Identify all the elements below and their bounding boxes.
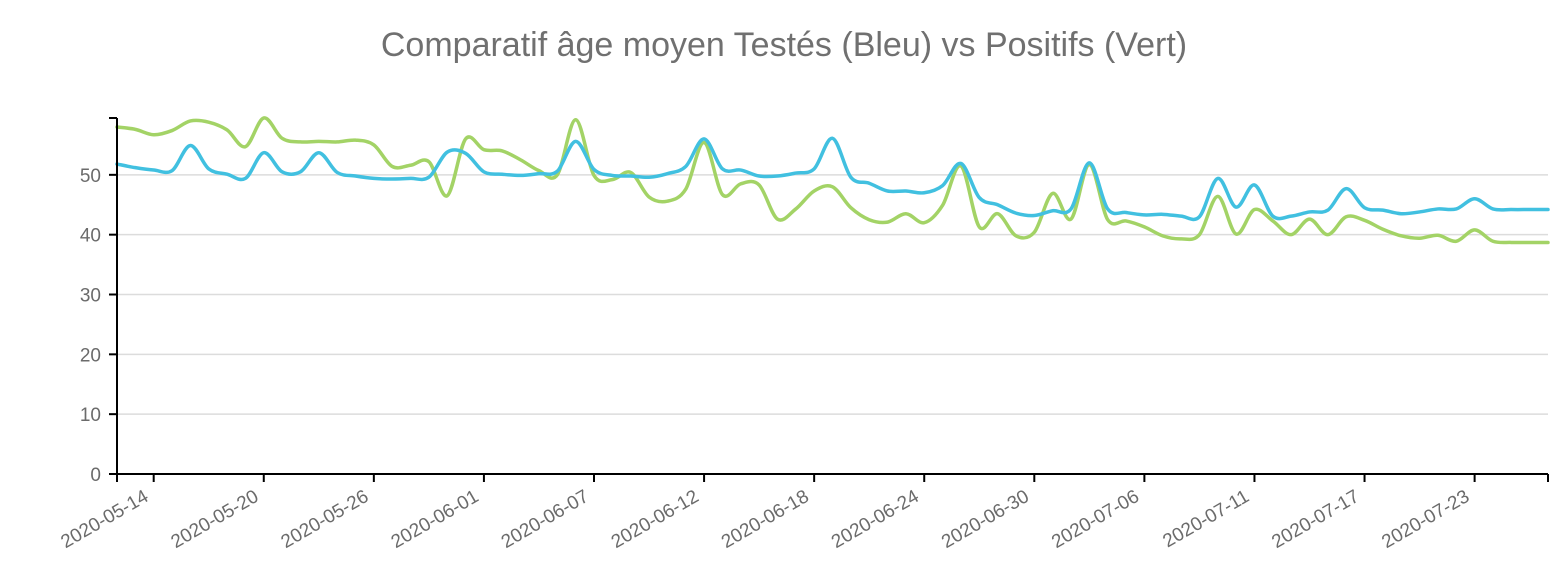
y-tick-label: 0 — [90, 465, 101, 486]
y-tick-label: 40 — [80, 226, 101, 247]
series-line-testes — [115, 136, 1550, 222]
x-tick-label: 2020-06-24 — [828, 486, 923, 553]
x-tick-label: 2020-07-11 — [1160, 486, 1253, 552]
chart-title: Comparatif âge moyen Testés (Bleu) vs Po… — [380, 26, 1188, 64]
y-tick-label: 30 — [80, 286, 101, 307]
x-tick-label: 2020-05-20 — [168, 486, 263, 553]
x-tick-label: 2020-06-12 — [608, 486, 703, 553]
x-tick-label: 2020-07-23 — [1378, 486, 1473, 553]
tick-labels: 0 10 20 30 40 50 2020-05-14 2020-05-20 2020-05-2… — [58, 166, 1474, 553]
y-tick-label: 10 — [80, 405, 101, 426]
x-tick-label: 2020-06-30 — [938, 486, 1033, 553]
grid-lines — [117, 174, 1548, 415]
x-tick-label: 2020-06-07 — [498, 486, 593, 553]
x-tick-label: 2020-07-17 — [1268, 486, 1363, 553]
x-tick-label: 2020-05-26 — [278, 486, 373, 553]
x-tick-label: 2020-05-14 — [58, 486, 153, 553]
series-line-positifs — [115, 116, 1550, 245]
x-tick-label: 2020-06-18 — [718, 486, 813, 553]
series-lines — [115, 116, 1550, 245]
x-tick-label: 2020-06-01 — [388, 486, 483, 553]
y-tick-label: 20 — [80, 345, 101, 366]
axes — [109, 117, 1549, 482]
x-tick-label: 2020-07-06 — [1048, 486, 1143, 553]
y-tick-label: 50 — [80, 166, 101, 187]
